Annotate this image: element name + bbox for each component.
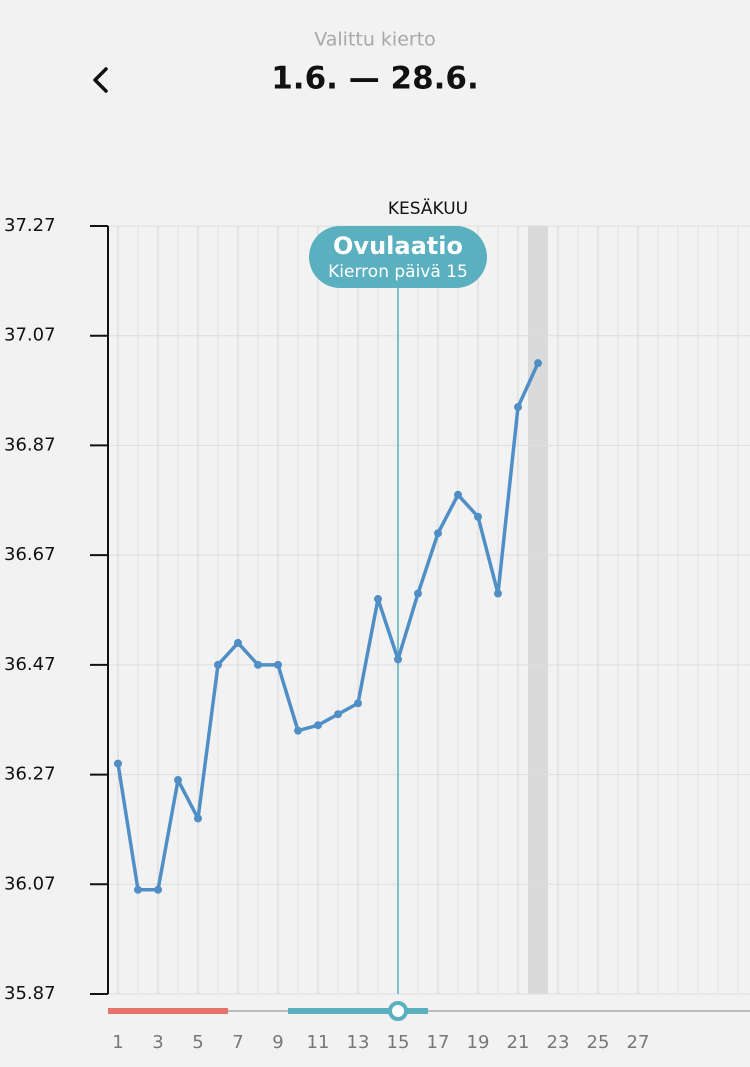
data-point	[134, 885, 142, 894]
data-point	[354, 699, 362, 708]
back-button[interactable]	[93, 67, 108, 93]
data-point	[474, 512, 482, 521]
y-tick-label: 36.47	[4, 654, 56, 675]
x-tick-label: 5	[192, 1032, 203, 1053]
x-tick-label: 1	[112, 1032, 123, 1053]
data-point	[454, 490, 462, 499]
data-point	[534, 359, 542, 368]
data-point	[254, 660, 262, 669]
plot: 35.87 36.07 36.27 36.47 36.67 36.87 37.07 37.27…	[4, 198, 750, 1053]
y-tick-label: 36.87	[4, 434, 56, 455]
x-tick-label: 17	[427, 1032, 450, 1053]
data-point	[314, 721, 322, 730]
data-point	[234, 638, 242, 647]
data-point	[334, 710, 342, 719]
data-point	[194, 814, 202, 823]
temperature-line	[116, 362, 540, 892]
data-point	[294, 726, 302, 735]
x-tick-label: 13	[347, 1032, 370, 1053]
x-tick-label: 23	[547, 1032, 570, 1053]
y-tick-label: 36.67	[4, 544, 56, 565]
y-tick-label: 37.07	[4, 325, 56, 346]
month-label: KESÄKUU	[388, 198, 468, 219]
annotation-subtitle: Kierron päivä 15	[328, 262, 468, 282]
today-band	[528, 226, 548, 994]
data-point	[434, 529, 442, 538]
x-tick-label: 21	[507, 1032, 530, 1053]
data-point	[274, 660, 282, 669]
data-point	[114, 759, 122, 768]
data-point	[174, 776, 182, 785]
x-tick-label: 11	[307, 1032, 330, 1053]
subtitle: Valittu kierto	[314, 29, 436, 51]
data-point	[494, 589, 502, 598]
annotation-pill	[309, 226, 487, 288]
data-point	[514, 403, 522, 412]
x-tick-label: 9	[272, 1032, 283, 1053]
title: 1.6. — 28.6.	[271, 61, 479, 97]
annotation-title: Ovulaatio	[333, 232, 463, 260]
x-tick-label: 15	[387, 1032, 410, 1053]
data-point	[374, 595, 382, 604]
x-tick-label: 19	[467, 1032, 490, 1053]
y-tick-label: 37.27	[4, 215, 56, 236]
y-tick-label: 35.87	[4, 983, 56, 1004]
x-tick-label: 3	[152, 1032, 163, 1053]
x-tick-label: 7	[232, 1032, 243, 1053]
y-tick-label: 36.07	[4, 873, 56, 894]
data-point	[394, 655, 402, 664]
y-tick-label: 36.27	[4, 764, 56, 785]
ovulation-marker	[388, 1001, 408, 1021]
data-point	[154, 885, 162, 894]
x-tick-label: 27	[627, 1032, 650, 1053]
data-point	[214, 660, 222, 669]
data-point	[414, 589, 422, 598]
x-tick-label: 25	[587, 1032, 610, 1053]
